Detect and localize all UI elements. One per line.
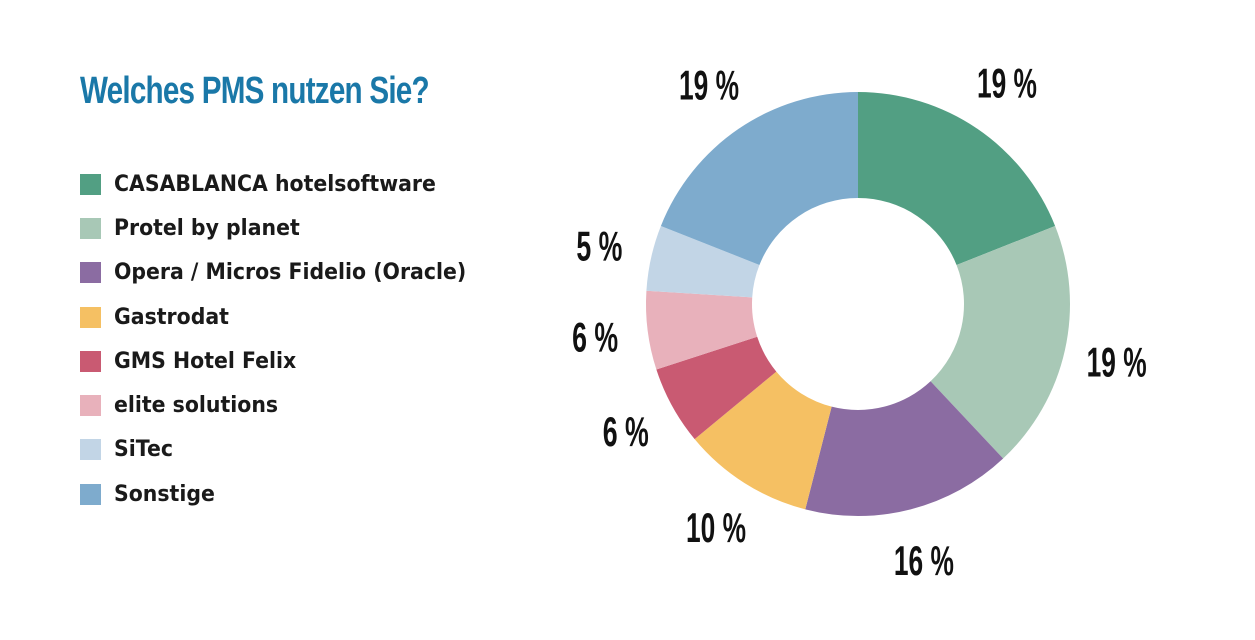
legend-swatch — [80, 173, 101, 195]
donut-slice — [805, 381, 1004, 516]
donut-slice — [694, 371, 832, 510]
legend-label: GMS Hotel Felix — [114, 348, 297, 374]
slice-percent-label: 5 % — [576, 223, 622, 270]
legend-label: Gastrodat — [114, 304, 229, 330]
slice-percent-label: 10 % — [686, 504, 746, 551]
legend-item-elite-solutions: elite solutions — [80, 383, 493, 427]
legend-item-gastrodat: Gastrodat — [80, 295, 493, 339]
legend-label: Protel by planet — [114, 215, 300, 241]
slice-percent-label: 6 % — [603, 408, 649, 455]
legend-swatch — [80, 395, 101, 417]
chart-title: Welches PMS nutzen Sie? — [80, 70, 430, 112]
slice-percent-label: 6 % — [572, 314, 618, 361]
legend-swatch — [80, 350, 101, 372]
legend-swatch — [80, 483, 101, 505]
legend-swatch — [80, 439, 101, 461]
legend-label: Sonstige — [114, 481, 215, 507]
slice-percent-label: 16 % — [894, 537, 954, 584]
donut-slice — [858, 91, 1056, 265]
donut-slice — [930, 225, 1070, 459]
legend-label: SiTec — [114, 437, 173, 463]
legend-swatch — [80, 262, 101, 284]
donut-slice — [656, 336, 777, 440]
legend-item-sitec: SiTec — [80, 428, 493, 472]
donut-slice — [646, 290, 758, 370]
slice-percent-label: 19 % — [1087, 338, 1147, 385]
donut-slice — [646, 225, 760, 298]
slice-percent-label: 19 % — [977, 59, 1037, 106]
legend-label: Opera / Micros Fidelio (Oracle) — [114, 260, 467, 286]
legend-swatch — [80, 217, 101, 239]
legend-item-casablanca: CASABLANCA hotelsoftware — [80, 162, 493, 206]
legend-label: elite solutions — [114, 393, 279, 419]
donut-slice — [660, 92, 858, 265]
legend-item-opera: Opera / Micros Fidelio (Oracle) — [80, 251, 493, 295]
legend-swatch — [80, 306, 101, 328]
slice-percent-label: 19 % — [679, 61, 739, 108]
legend-item-gms-hotel-felix: GMS Hotel Felix — [80, 339, 493, 383]
legend-item-protel: Protel by planet — [80, 206, 493, 250]
legend: CASABLANCA hotelsoftware Protel by plane… — [80, 162, 493, 516]
legend-item-sonstige: Sonstige — [80, 472, 493, 516]
legend-label: CASABLANCA hotelsoftware — [114, 171, 436, 197]
